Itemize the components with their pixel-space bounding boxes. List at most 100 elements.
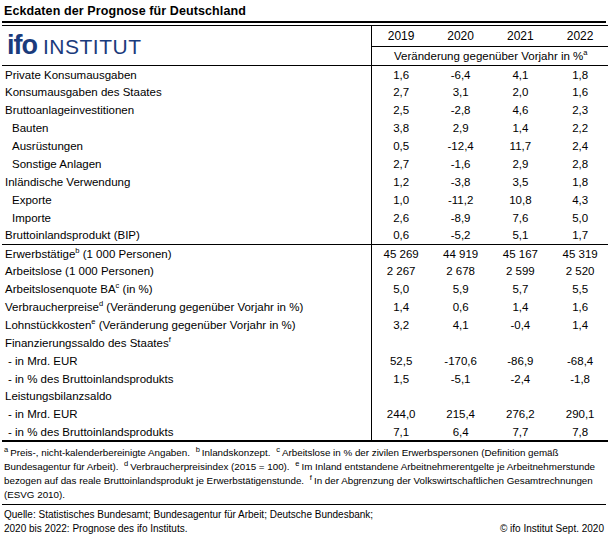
cell-year-1: 0,6	[371, 227, 431, 245]
cell-year-2: -5,2	[431, 227, 491, 245]
row-label-text: Erwerbstätige	[5, 248, 75, 260]
footnote-marker: e	[295, 459, 299, 468]
row-label: - in % des Bruttoinlandsprodukts	[2, 423, 371, 441]
table-row: Lohnstückkostene (Veränderung gegenüber …	[2, 316, 608, 334]
cell-year-2: 2 678	[431, 262, 491, 280]
footnote-marker: a	[4, 445, 8, 454]
cell-year-4: 7,8	[550, 423, 608, 441]
cell-year-4: 4,3	[550, 191, 608, 209]
row-label-superscript: f	[169, 335, 171, 344]
cell-year-2: 6,4	[431, 423, 491, 441]
cell-year-1: 2,7	[371, 83, 431, 101]
table-row: Arbeitslosenquote BAc (in %) 5,0 5,9 5,7…	[2, 280, 608, 298]
row-label-text: Bruttoinlandsprodukt (BIP)	[5, 229, 140, 241]
cell-year-4: 5,5	[550, 280, 608, 298]
cell-year-4: -1,8	[550, 370, 608, 388]
row-label: Bruttoanlageinvestitionen	[2, 101, 371, 119]
table-row: - in % des Bruttoinlandsprodukts 1,5 -5,…	[2, 370, 608, 388]
footnote: bInlandskonzept.	[196, 447, 271, 458]
cell-year-1: 5,0	[371, 280, 431, 298]
row-label: Sonstige Anlagen	[2, 155, 371, 173]
table-row: Sonstige Anlagen 2,7 -1,6 2,9 2,8	[2, 155, 608, 173]
cell-year-2: -12,4	[431, 137, 491, 155]
row-label: Ausrüstungen	[2, 137, 371, 155]
row-label: Finanzierungssaldo des Staatesf	[2, 334, 371, 352]
table-row: Arbeitslose (1 000 Personen) 2 267 2 678…	[2, 262, 608, 280]
cell-year-2: -6,4	[431, 66, 491, 84]
table-row: Verbraucherpreised (Veränderung gegenübe…	[2, 298, 608, 316]
cell-year-3: 2,0	[491, 83, 551, 101]
footnote-marker: d	[124, 459, 128, 468]
row-label-text: Finanzierungssaldo des Staates	[5, 337, 169, 349]
cell-year-4: 2,4	[550, 137, 608, 155]
cell-year-2: -1,6	[431, 155, 491, 173]
row-label-text: Bauten	[12, 122, 48, 134]
cell-year-3: -2,4	[491, 370, 551, 388]
cell-year-3: 5,7	[491, 280, 551, 298]
row-label-text: Exporte	[12, 194, 52, 206]
forecast-table-page: Eckdaten der Prognose für Deutschland if…	[0, 0, 608, 539]
column-header-year-2: 2020	[431, 26, 491, 47]
cell-year-1: 45 269	[371, 244, 431, 262]
cell-year-1: 1,6	[371, 66, 431, 84]
row-label: Arbeitslose (1 000 Personen)	[2, 262, 371, 280]
source-line-1: Quelle: Statistisches Bundesamt; Bundesa…	[4, 508, 604, 522]
row-label: - in % des Bruttoinlandsprodukts	[2, 370, 371, 388]
row-label-text: - in Mrd. EUR	[8, 355, 78, 367]
forecast-table: ifoINSTITUT 2019 2020 2021 2022 Veränder…	[2, 25, 608, 442]
cell-year-2	[431, 388, 491, 406]
row-label: Bauten	[2, 119, 371, 137]
footnote-text: Preis-, nicht-kalenderbereinigte Angaben…	[10, 447, 190, 458]
row-label: Lohnstückkostene (Veränderung gegenüber …	[2, 316, 371, 334]
row-label: Leistungsbilanzsaldo	[2, 388, 371, 406]
table-row: Konsumausgaben des Staates 2,7 3,1 2,0 1…	[2, 83, 608, 101]
page-title: Eckdaten der Prognose für Deutschland	[2, 3, 606, 23]
row-label-text: - in Mrd. EUR	[8, 408, 78, 420]
table-row: - in Mrd. EUR 52,5 -170,6 -86,9 -68,4	[2, 352, 608, 370]
cell-year-1: 0,5	[371, 137, 431, 155]
copyright: © ifo Institut Sept. 2020	[500, 522, 604, 536]
row-label-text: Importe	[12, 212, 51, 224]
cell-year-4	[550, 334, 608, 352]
table-row: Bruttoinlandsprodukt (BIP) 0,6 -5,2 5,1 …	[2, 227, 608, 245]
cell-year-4: 1,8	[550, 173, 608, 191]
row-label-text: Konsumausgaben des Staates	[5, 86, 162, 98]
cell-year-1	[371, 334, 431, 352]
table-row: Leistungsbilanzsaldo	[2, 388, 608, 406]
footnote-marker: b	[196, 445, 200, 454]
cell-year-3: 45 167	[491, 244, 551, 262]
row-label: - in Mrd. EUR	[2, 352, 371, 370]
cell-year-3: -0,4	[491, 316, 551, 334]
cell-year-1: 3,2	[371, 316, 431, 334]
cell-year-3: -86,9	[491, 352, 551, 370]
cell-year-4: 1,7	[550, 227, 608, 245]
cell-year-2: 215,4	[431, 405, 491, 423]
cell-year-2: -2,8	[431, 101, 491, 119]
footnote-text: Verbraucherpreisindex (2015 = 100).	[130, 461, 289, 472]
source-line-2: 2020 bis 2022: Prognose des ifo Institut…	[4, 522, 187, 536]
cell-year-2: 2,9	[431, 119, 491, 137]
ifo-logo-wordmark: INSTITUT	[43, 35, 142, 58]
cell-year-4: 2,2	[550, 119, 608, 137]
row-label: Bruttoinlandsprodukt (BIP)	[2, 227, 371, 245]
row-label: Exporte	[2, 191, 371, 209]
source-block: Quelle: Statistisches Bundesamt; Bundesa…	[2, 504, 606, 535]
column-header-year-4: 2022	[550, 26, 608, 47]
cell-year-4: 2 520	[550, 262, 608, 280]
row-label: Konsumausgaben des Staates	[2, 83, 371, 101]
row-label: Verbraucherpreised (Veränderung gegenübe…	[2, 298, 371, 316]
row-label: Inländische Verwendung	[2, 173, 371, 191]
cell-year-1	[371, 388, 431, 406]
cell-year-4: 1,6	[550, 298, 608, 316]
cell-year-2: -8,9	[431, 209, 491, 227]
cell-year-3: 5,1	[491, 227, 551, 245]
cell-year-1: 3,8	[371, 119, 431, 137]
cell-year-1: 2,6	[371, 209, 431, 227]
cell-year-1: 7,1	[371, 423, 431, 441]
cell-year-1: 2 267	[371, 262, 431, 280]
unit-note-superscript: a	[583, 48, 587, 57]
footnotes: aPreis-, nicht-kalenderbereinigte Angabe…	[2, 442, 606, 504]
row-label-text: Leistungsbilanzsaldo	[5, 390, 112, 402]
cell-year-1: 1,0	[371, 191, 431, 209]
cell-year-3	[491, 388, 551, 406]
